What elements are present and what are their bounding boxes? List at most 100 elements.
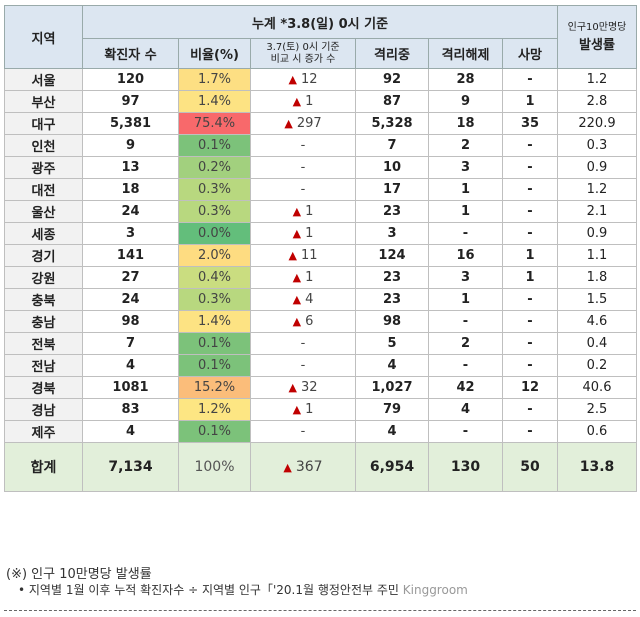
total-row: 합계 7,134 100% ▲ 367 6,954 130 50 13.8	[4, 442, 637, 492]
table-row: 전남 4 0.1% - 4 - - 0.2	[4, 354, 637, 377]
released-cell: -	[428, 354, 503, 377]
isolated-cell: 79	[355, 398, 429, 421]
ratio-cell: 0.1%	[178, 332, 251, 355]
increase-cell: ▲ 1	[250, 222, 356, 245]
region-cell: 대구	[4, 112, 83, 135]
rate-cell: 0.4	[557, 332, 637, 355]
table-row: 경기 141 2.0% ▲ 11 124 16 1 1.1	[4, 244, 637, 267]
isolated-cell: 7	[355, 134, 429, 157]
table-row: 충남 98 1.4% ▲ 6 98 - - 4.6	[4, 310, 637, 333]
released-cell: 18	[428, 112, 503, 135]
deaths-cell: 35	[502, 112, 558, 135]
region-cell: 강원	[4, 266, 83, 289]
rate-cell: 0.3	[557, 134, 637, 157]
header-deaths: 사망	[502, 38, 558, 69]
region-cell: 울산	[4, 200, 83, 223]
rate-cell: 220.9	[557, 112, 637, 135]
released-cell: 28	[428, 68, 503, 91]
confirmed-cell: 4	[82, 354, 179, 377]
increase-cell: ▲ 297	[250, 112, 356, 135]
rate-cell: 1.8	[557, 266, 637, 289]
isolated-cell: 87	[355, 90, 429, 113]
rate-cell: 40.6	[557, 376, 637, 399]
red-triangle-up-icon: ▲	[292, 95, 302, 108]
region-cell: 충북	[4, 288, 83, 311]
isolated-cell: 5	[355, 332, 429, 355]
confirmed-cell: 18	[82, 178, 179, 201]
confirmed-cell: 83	[82, 398, 179, 421]
released-cell: 2	[428, 134, 503, 157]
isolated-cell: 124	[355, 244, 429, 267]
deaths-cell: 12	[502, 376, 558, 399]
increase-cell: ▲ 367	[250, 442, 356, 492]
increase-cell: ▲ 1	[250, 398, 356, 421]
isolated-cell: 17	[355, 178, 429, 201]
footnote-line: • 지역별 1월 이후 누적 확진자수 ÷ 지역별 인구「'20.1월 행정안전…	[18, 583, 468, 597]
released-cell: 1	[428, 288, 503, 311]
confirmed-cell: 24	[82, 288, 179, 311]
confirmed-cell: 3	[82, 222, 179, 245]
confirmed-cell: 97	[82, 90, 179, 113]
deaths-cell: -	[502, 332, 558, 355]
confirmed-cell: 141	[82, 244, 179, 267]
ratio-cell: 0.1%	[178, 354, 251, 377]
confirmed-cell: 1081	[82, 376, 179, 399]
isolated-cell: 4	[355, 354, 429, 377]
total-released: 130	[428, 442, 503, 492]
ratio-cell: 0.3%	[178, 200, 251, 223]
released-cell: 4	[428, 398, 503, 421]
isolated-cell: 23	[355, 200, 429, 223]
increase-cell: -	[250, 420, 356, 443]
rate-cell: 0.9	[557, 156, 637, 179]
red-triangle-up-icon: ▲	[288, 73, 297, 86]
isolated-cell: 5,328	[355, 112, 429, 135]
released-cell: -	[428, 420, 503, 443]
ratio-cell: 15.2%	[178, 376, 251, 399]
increase-cell: -	[250, 178, 356, 201]
released-cell: 1	[428, 200, 503, 223]
header-group: 누계 *3.8(일) 0시 기준	[82, 5, 558, 39]
confirmed-cell: 7	[82, 332, 179, 355]
ratio-cell: 0.3%	[178, 178, 251, 201]
region-cell: 경기	[4, 244, 83, 267]
red-triangle-up-icon: ▲	[292, 227, 302, 240]
confirmed-cell: 120	[82, 68, 179, 91]
deaths-cell: -	[502, 288, 558, 311]
rate-cell: 4.6	[557, 310, 637, 333]
region-cell: 서울	[4, 68, 83, 91]
ratio-cell: 0.1%	[178, 134, 251, 157]
red-triangle-up-icon: ▲	[292, 293, 302, 306]
deaths-cell: -	[502, 354, 558, 377]
rate-cell: 2.5	[557, 398, 637, 421]
total-isolated: 6,954	[355, 442, 429, 492]
ratio-cell: 0.0%	[178, 222, 251, 245]
isolated-cell: 23	[355, 288, 429, 311]
released-cell: 3	[428, 266, 503, 289]
header-isolated: 격리중	[355, 38, 429, 69]
total-label: 합계	[4, 442, 83, 492]
table-row: 전북 7 0.1% - 5 2 - 0.4	[4, 332, 637, 355]
ratio-cell: 2.0%	[178, 244, 251, 267]
header-released: 격리해제	[428, 38, 503, 69]
total-deaths: 50	[502, 442, 558, 492]
table-row: 광주 13 0.2% - 10 3 - 0.9	[4, 156, 637, 179]
increase-cell: ▲ 1	[250, 266, 356, 289]
released-cell: 16	[428, 244, 503, 267]
increase-cell: -	[250, 354, 356, 377]
deaths-cell: -	[502, 398, 558, 421]
watermark: Kinggroom	[402, 583, 468, 597]
red-triangle-up-icon: ▲	[292, 271, 302, 284]
increase-cell: ▲ 6	[250, 310, 356, 333]
ratio-cell: 75.4%	[178, 112, 251, 135]
table-row: 부산 97 1.4% ▲ 1 87 9 1 2.8	[4, 90, 637, 113]
table-row: 세종 3 0.0% ▲ 1 3 - - 0.9	[4, 222, 637, 245]
released-cell: 3	[428, 156, 503, 179]
red-triangle-up-icon: ▲	[292, 403, 302, 416]
increase-cell: ▲ 11	[250, 244, 356, 267]
isolated-cell: 92	[355, 68, 429, 91]
header-ratio: 비율(%)	[178, 38, 251, 69]
footnote-title: (※) 인구 10만명당 발생률	[6, 567, 152, 582]
region-cell: 광주	[4, 156, 83, 179]
increase-cell: ▲ 1	[250, 200, 356, 223]
table-row: 서울 120 1.7% ▲ 12 92 28 - 1.2	[4, 68, 637, 91]
